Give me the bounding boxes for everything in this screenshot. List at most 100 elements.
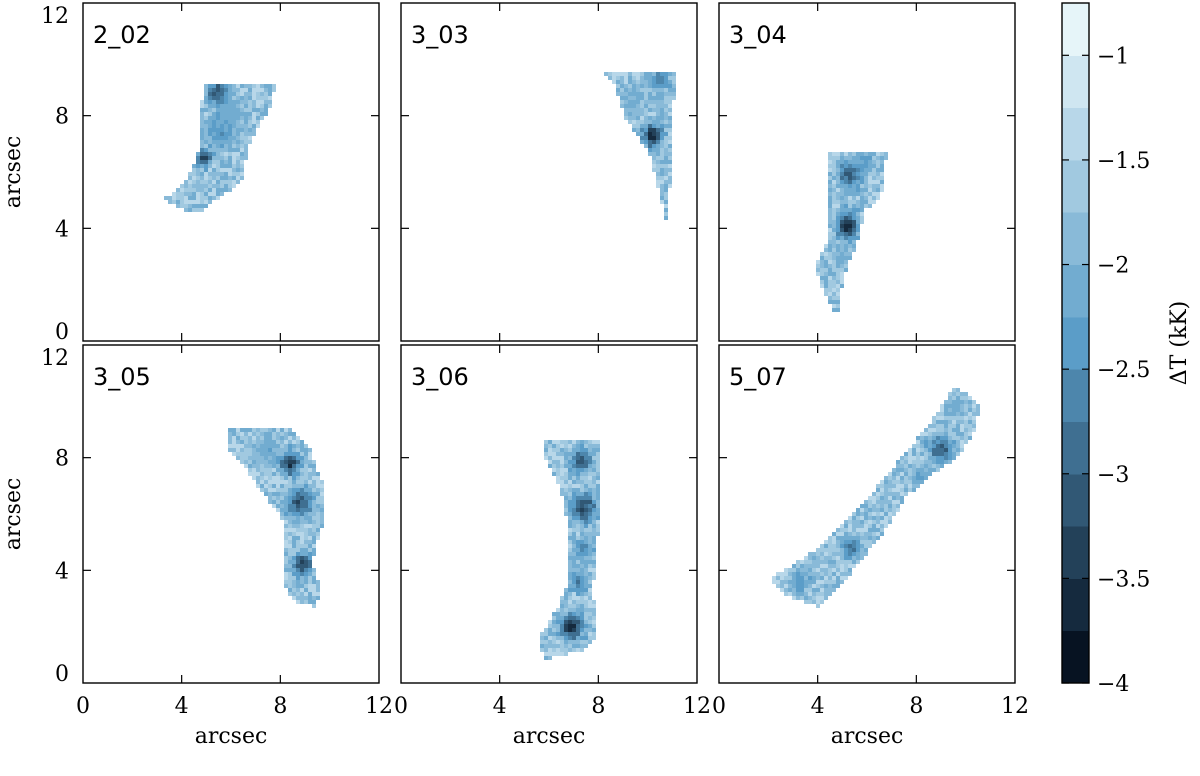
heatmap-cell (268, 92, 272, 96)
heatmap-cell (776, 576, 780, 580)
heatmap-cell (244, 460, 248, 464)
heatmap-cell (916, 436, 920, 440)
heatmap-cell (824, 592, 828, 596)
heatmap-cell (936, 460, 940, 464)
heatmap-cell (872, 504, 876, 508)
heatmap-cell (276, 460, 280, 464)
heatmap-cell (636, 100, 640, 104)
heatmap-cell (572, 488, 576, 492)
heatmap-cell (584, 532, 588, 536)
heatmap-cell (812, 556, 816, 560)
heatmap-cell (592, 504, 596, 508)
heatmap-cell (224, 188, 228, 192)
heatmap-cell (816, 588, 820, 592)
heatmap-cell (888, 484, 892, 488)
heatmap-cell (204, 92, 208, 96)
heatmap-cell (208, 132, 212, 136)
heatmap-cell (284, 452, 288, 456)
heatmap-cell (644, 80, 648, 84)
heatmap-cell (832, 292, 836, 296)
heatmap-cell (576, 556, 580, 560)
heatmap-cell (256, 84, 260, 88)
heatmap-cell (312, 548, 316, 552)
heatmap-cell (876, 492, 880, 496)
heatmap-cell (652, 164, 656, 168)
panel-label: 3_03 (411, 21, 469, 49)
heatmap-cell (900, 472, 904, 476)
heatmap-cell (308, 524, 312, 528)
heatmap-cell (804, 592, 808, 596)
heatmap-cell (860, 168, 864, 172)
heatmap-cell (668, 88, 672, 92)
heatmap-cell (656, 184, 660, 188)
heatmap-cell (260, 460, 264, 464)
heatmap-cell (260, 480, 264, 484)
heatmap-cell (240, 96, 244, 100)
heatmap-cell (300, 500, 304, 504)
heatmap-cell (244, 464, 248, 468)
heatmap-cell (892, 476, 896, 480)
heatmap-cell (592, 524, 596, 528)
heatmap-cell (576, 524, 580, 528)
heatmap-cell (556, 456, 560, 460)
heatmap-cell (272, 428, 276, 432)
heatmap-cell (568, 456, 572, 460)
heatmap-cell (844, 180, 848, 184)
heatmap-cell (592, 484, 596, 488)
heatmap-cell (860, 204, 864, 208)
heatmap-cell (664, 164, 668, 168)
heatmap-cell (192, 192, 196, 196)
heatmap-cell (944, 444, 948, 448)
heatmap-cell (876, 196, 880, 200)
heatmap-cell (820, 264, 824, 268)
colorbar-tick-label: −2 (1097, 254, 1129, 279)
heatmap-cell (940, 460, 944, 464)
heatmap-cell (224, 136, 228, 140)
heatmap-cell (192, 200, 196, 204)
heatmap-cell (848, 560, 852, 564)
heatmap-cell (876, 168, 880, 172)
heatmap-cell (636, 120, 640, 124)
heatmap-cell (564, 496, 568, 500)
heatmap-cell (316, 504, 320, 508)
heatmap-cell (260, 84, 264, 88)
heatmap-cell (212, 84, 216, 88)
heatmap-cell (296, 544, 300, 548)
heatmap-cell (196, 200, 200, 204)
heatmap-cell (820, 588, 824, 592)
heatmap-cell (240, 84, 244, 88)
heatmap-cell (568, 468, 572, 472)
heatmap-cell (892, 484, 896, 488)
heatmap-cell (236, 136, 240, 140)
heatmap-cell (292, 548, 296, 552)
heatmap-cell (216, 112, 220, 116)
heatmap-cell (552, 648, 556, 652)
heatmap-cell (236, 108, 240, 112)
heatmap-cell (584, 500, 588, 504)
heatmap-cell (564, 464, 568, 468)
heatmap-cell (264, 428, 268, 432)
heatmap-cell (588, 476, 592, 480)
heatmap-cell (612, 76, 616, 80)
heatmap-cell (848, 184, 852, 188)
colorbar: −1−1.5−2−2.5−3−3.5−4ΔT (kK) (1061, 2, 1192, 697)
heatmap-cell (252, 96, 256, 100)
heatmap-cell (848, 572, 852, 576)
heatmap-cell (580, 516, 584, 520)
heatmap-cell (240, 140, 244, 144)
heatmap-cell (668, 116, 672, 120)
heatmap-cell (216, 128, 220, 132)
heatmap-cell (300, 552, 304, 556)
heatmap-cell (964, 404, 968, 408)
heatmap-cell (264, 476, 268, 480)
heatmap-cell (928, 440, 932, 444)
heatmap-cell (200, 104, 204, 108)
heatmap-cell (264, 484, 268, 488)
heatmap-cell (552, 628, 556, 632)
heatmap-cell (920, 480, 924, 484)
heatmap-cell (568, 624, 572, 628)
heatmap-cell (856, 520, 860, 524)
heatmap-cell (896, 476, 900, 480)
heatmap-cell (972, 400, 976, 404)
heatmap-cell (948, 436, 952, 440)
